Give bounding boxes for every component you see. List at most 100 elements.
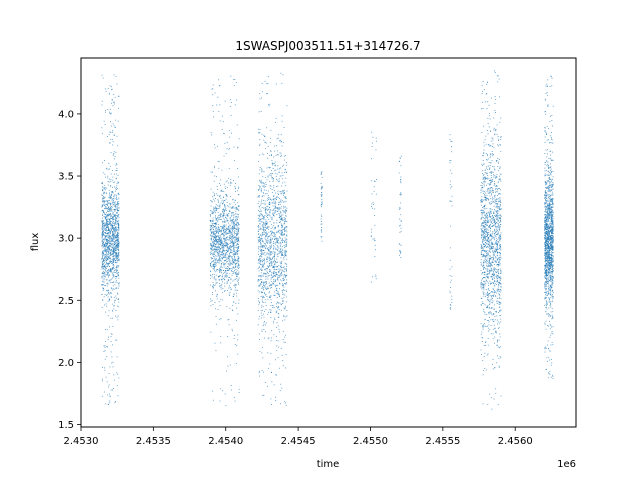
data-point — [103, 191, 105, 193]
data-point — [230, 99, 231, 101]
data-point — [228, 248, 230, 249]
data-point — [259, 282, 261, 284]
data-point — [214, 265, 215, 267]
data-point — [224, 250, 225, 252]
data-point — [210, 251, 212, 253]
data-point — [259, 236, 260, 238]
data-point — [270, 175, 272, 176]
data-point — [281, 232, 282, 234]
data-point — [112, 214, 114, 215]
data-point — [490, 299, 492, 300]
data-point — [116, 170, 118, 171]
data-point — [285, 209, 287, 211]
data-point — [231, 182, 233, 184]
data-point — [485, 261, 487, 262]
data-point — [494, 278, 496, 280]
data-point — [491, 248, 492, 250]
data-point — [117, 395, 119, 397]
data-point — [213, 262, 215, 264]
data-point — [275, 340, 277, 341]
data-point — [499, 144, 501, 145]
data-point — [107, 200, 109, 201]
data-point — [260, 250, 262, 252]
data-point — [263, 227, 264, 229]
data-point — [214, 246, 216, 248]
data-point — [114, 251, 116, 252]
data-point — [235, 241, 237, 243]
data-point — [104, 294, 106, 296]
data-point — [237, 279, 239, 281]
data-point — [226, 261, 227, 263]
data-point — [264, 234, 266, 235]
data-point — [107, 242, 109, 244]
data-point — [237, 219, 238, 220]
data-point — [265, 184, 267, 185]
data-point — [109, 92, 111, 94]
data-point — [259, 275, 261, 276]
data-point — [106, 187, 108, 189]
data-point — [218, 233, 220, 234]
data-point — [262, 245, 263, 247]
data-point — [232, 262, 234, 264]
data-point — [111, 225, 113, 227]
data-point — [113, 153, 115, 154]
data-point — [104, 224, 106, 226]
data-point — [488, 198, 490, 200]
data-point — [238, 236, 240, 238]
data-point — [483, 311, 485, 313]
data-point — [218, 217, 220, 219]
data-point — [107, 296, 109, 298]
data-point — [232, 273, 234, 275]
data-point — [281, 233, 283, 234]
data-point — [226, 196, 228, 198]
data-point — [219, 236, 221, 238]
data-point — [115, 237, 116, 238]
data-point — [482, 225, 484, 226]
data-point — [272, 242, 274, 244]
data-point — [482, 186, 483, 188]
data-point — [116, 198, 117, 200]
data-point — [499, 346, 501, 348]
data-point — [284, 168, 286, 170]
data-point — [264, 229, 266, 231]
data-point — [109, 262, 111, 264]
data-point — [102, 261, 103, 263]
data-point — [117, 319, 119, 321]
data-point — [225, 242, 227, 243]
data-point — [104, 124, 106, 125]
data-point — [481, 108, 482, 110]
data-point — [262, 269, 263, 271]
data-point — [107, 315, 109, 317]
data-point — [486, 251, 487, 252]
data-point — [110, 249, 112, 251]
data-point — [232, 243, 234, 244]
data-point — [262, 226, 264, 228]
data-point — [286, 282, 287, 284]
data-point — [264, 177, 266, 178]
data-point — [107, 181, 109, 183]
data-point — [238, 302, 240, 304]
data-point — [280, 175, 282, 177]
data-point — [267, 238, 269, 240]
data-point — [106, 260, 108, 261]
data-point — [101, 195, 103, 196]
data-point — [115, 236, 116, 237]
data-point — [109, 108, 111, 110]
data-point — [262, 176, 264, 178]
data-point — [105, 207, 107, 209]
data-point — [281, 240, 283, 241]
data-point — [481, 251, 482, 253]
data-point — [268, 202, 270, 204]
data-point — [283, 227, 285, 229]
data-point — [265, 213, 267, 215]
data-point — [258, 318, 260, 320]
data-point — [273, 162, 275, 164]
data-point — [118, 255, 120, 257]
data-point — [234, 257, 236, 259]
data-point — [106, 223, 108, 225]
data-point — [104, 222, 106, 224]
data-point — [272, 267, 274, 268]
data-point — [233, 146, 235, 148]
data-point — [495, 191, 497, 193]
data-point — [110, 208, 112, 210]
